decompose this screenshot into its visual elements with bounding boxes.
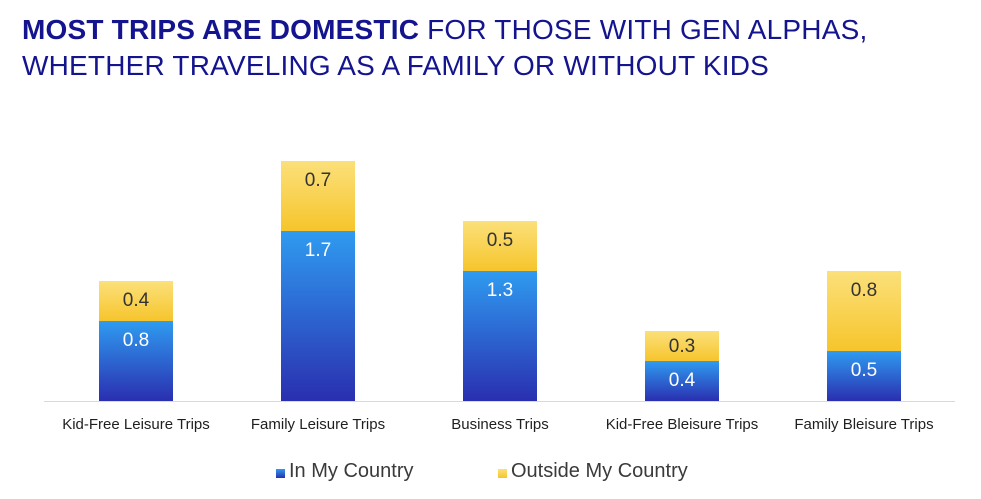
bar-segment-outside-my-country <box>281 161 355 231</box>
bar-segment-in-my-country <box>827 351 901 401</box>
legend: In My Country Outside My Country <box>0 460 981 486</box>
data-label-outside-my-country: 0.4 <box>123 290 150 311</box>
data-label-outside-my-country: 0.8 <box>851 280 877 301</box>
legend-label-outside-my-country: Outside My Country <box>511 460 688 482</box>
category-label: Family Leisure Trips <box>251 416 385 433</box>
bars-group: 0.8 0.4 1.7 0.7 1.3 0.5 0.4 0.3 0.5 0.8 <box>99 161 901 401</box>
category-label: Kid-Free Bleisure Trips <box>606 416 759 433</box>
data-label-in-my-country: 0.5 <box>851 360 877 381</box>
title-emphasis: MOST TRIPS ARE DOMESTIC <box>22 14 420 45</box>
category-label: Business Trips <box>451 416 549 433</box>
bar-segment-outside-my-country <box>645 331 719 361</box>
bar-segment-outside-my-country <box>463 221 537 271</box>
data-label-outside-my-country: 0.7 <box>305 170 331 191</box>
chart-title: MOST TRIPS ARE DOMESTIC FOR THOSE WITH G… <box>22 12 972 84</box>
bar-segment-in-my-country <box>99 321 173 401</box>
data-label-in-my-country: 0.8 <box>123 330 149 351</box>
bar-segment-in-my-country <box>645 361 719 401</box>
legend-swatch-outside-my-country <box>498 468 507 478</box>
bar-segment-outside-my-country <box>827 271 901 351</box>
data-label-outside-my-country: 0.5 <box>487 230 513 251</box>
category-labels-group: Kid-Free Leisure Trips Family Leisure Tri… <box>62 416 933 433</box>
bar-segment-in-my-country <box>281 231 355 401</box>
category-label: Kid-Free Leisure Trips <box>62 416 210 433</box>
legend-item-in-my-country: In My Country <box>276 460 413 483</box>
category-label: Family Bleisure Trips <box>794 416 933 433</box>
data-label-in-my-country: 0.4 <box>669 370 696 391</box>
legend-item-outside-my-country: Outside My Country <box>498 460 688 483</box>
title-line-2: WHETHER TRAVELING AS A FAMILY OR WITHOUT… <box>22 50 769 81</box>
data-label-in-my-country: 1.3 <box>487 280 513 301</box>
title-line-1: MOST TRIPS ARE DOMESTIC FOR THOSE WITH G… <box>22 12 972 48</box>
legend-swatch-in-my-country <box>276 468 285 478</box>
bar-segment-in-my-country <box>463 271 537 401</box>
data-label-in-my-country: 1.7 <box>305 240 331 261</box>
data-label-outside-my-country: 0.3 <box>669 336 695 357</box>
bar-segment-outside-my-country <box>99 281 173 321</box>
legend-label-in-my-country: In My Country <box>289 460 414 482</box>
title-line-1-rest: FOR THOSE WITH GEN ALPHAS, <box>419 14 868 45</box>
